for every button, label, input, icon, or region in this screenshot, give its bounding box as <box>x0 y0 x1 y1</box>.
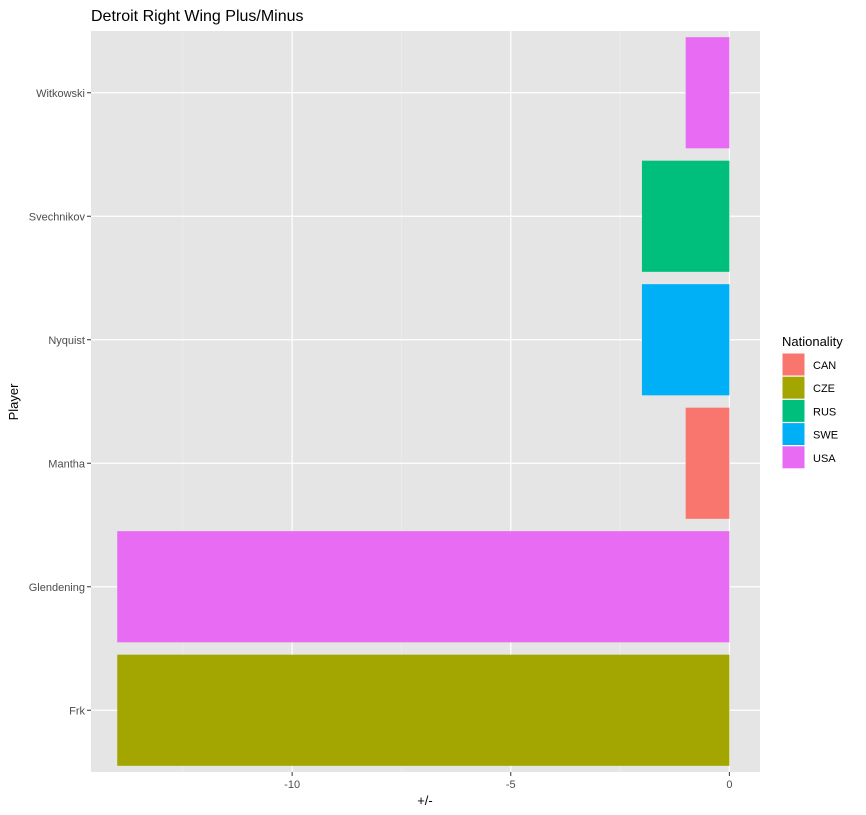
bars <box>117 37 730 766</box>
bar-nyquist <box>641 284 730 396</box>
y-tick-label: Nyquist <box>48 335 85 347</box>
y-tick-label: Svechnikov <box>29 211 86 223</box>
x-tick-label: -10 <box>284 779 300 791</box>
legend-key-can <box>781 352 806 377</box>
legend-label: SWE <box>813 430 838 442</box>
y-tick-label: Frk <box>69 705 85 717</box>
x-axis: -10 -5 0 <box>284 772 732 791</box>
x-axis-title: +/- <box>417 793 433 808</box>
x-tick-label: 0 <box>726 779 732 791</box>
legend-key-swe <box>781 422 806 447</box>
legend-title: Nationality <box>782 334 843 349</box>
legend-label: CAN <box>813 360 836 372</box>
legend-label: USA <box>813 453 836 465</box>
plot-panel <box>91 31 760 772</box>
legend-key-rus <box>781 398 806 423</box>
legend-label: CZE <box>813 383 835 395</box>
legend-key-cze <box>781 375 806 400</box>
chart-title: Detroit Right Wing Plus/Minus <box>91 8 304 25</box>
y-tick-label: Mantha <box>48 458 86 470</box>
y-axis: Frk Glendening Mantha Nyquist Svechnikov Witk… <box>29 88 91 717</box>
bar-svechnikov <box>641 160 730 272</box>
y-tick-label: Witkowski <box>36 88 85 100</box>
bar-witkowski <box>685 37 730 149</box>
y-axis-title: Player <box>6 383 21 421</box>
legend: Nationality CAN CZE RUS SWE USA <box>781 334 843 470</box>
legend-label: RUS <box>813 406 836 418</box>
x-tick-label: -5 <box>506 779 516 791</box>
legend-key-usa <box>781 445 806 470</box>
bar-mantha <box>685 407 730 519</box>
bar-frk <box>117 654 730 766</box>
y-tick-label: Glendening <box>29 582 85 594</box>
bar-glendening <box>117 531 730 643</box>
